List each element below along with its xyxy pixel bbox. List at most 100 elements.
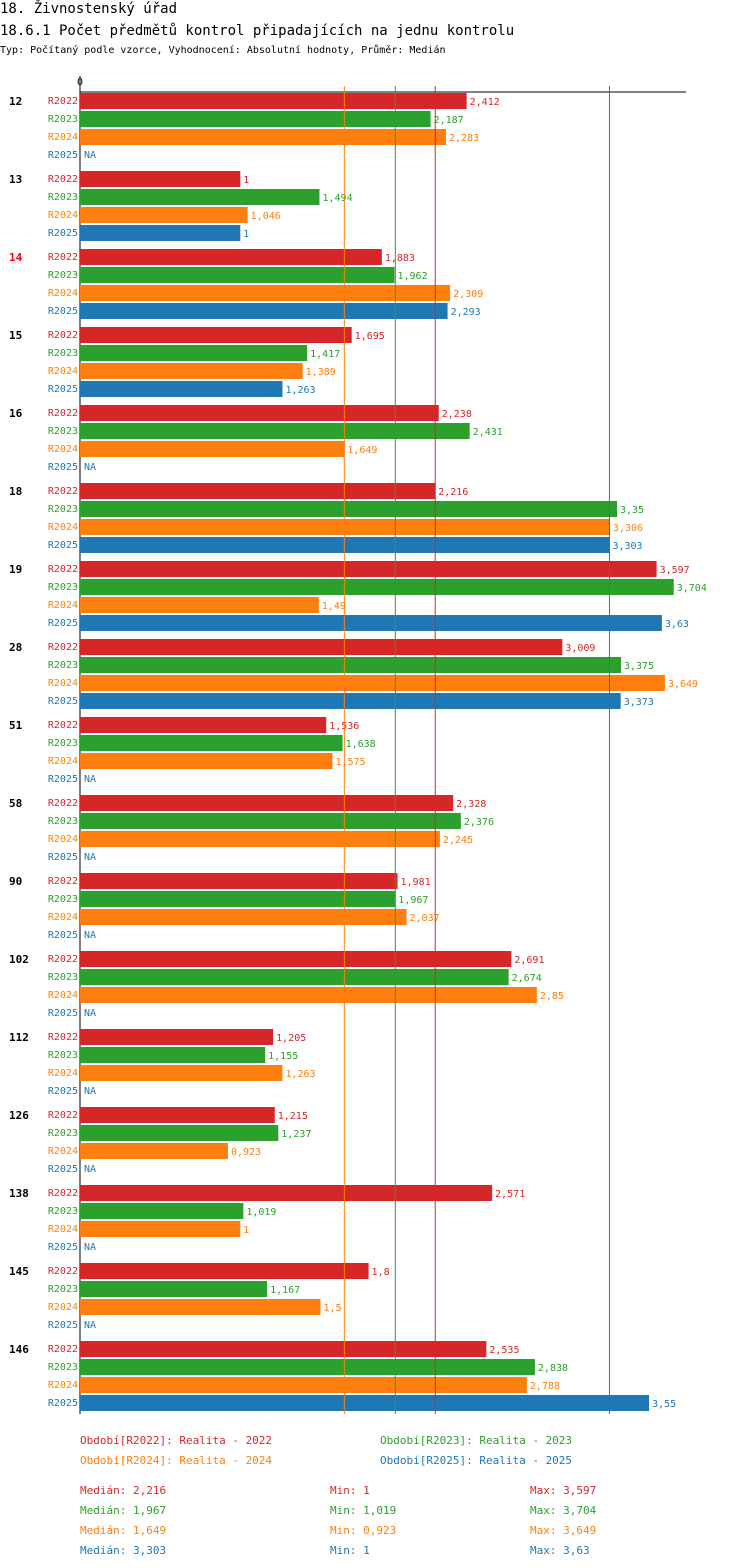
bar-chart: 012R20222,412R20232,187R20242,283R2025NA…	[9, 76, 707, 1414]
bar	[80, 615, 662, 631]
bar	[80, 327, 352, 343]
series-row-label: R2023	[48, 738, 78, 749]
bar-value-label: 1	[243, 229, 249, 240]
category-label: 145	[9, 1265, 29, 1278]
bar	[80, 951, 512, 967]
bar	[80, 501, 618, 517]
bar-value-label: 1,638	[346, 739, 376, 750]
bar-value-label: 1,155	[268, 1051, 298, 1062]
bar-value-label: 1,575	[335, 757, 365, 768]
series-row-label: R2025	[48, 1320, 78, 1331]
bar-na-label: NA	[84, 150, 96, 161]
category-label: 19	[9, 563, 22, 576]
bar-value-label: 2,216	[438, 487, 468, 498]
series-row-label: R2023	[48, 504, 78, 515]
series-row-label: R2023	[48, 1284, 78, 1295]
bar	[80, 405, 439, 421]
bar-value-label: 1	[243, 1225, 249, 1236]
chart-subtitle: 18.6.1 Počet předmětů kontrol připadajíc…	[0, 23, 515, 39]
category-label: 112	[9, 1031, 29, 1044]
bar-value-label: 1,494	[322, 193, 352, 204]
bar	[80, 1281, 268, 1297]
bar-value-label: 3,375	[624, 661, 654, 672]
series-row-label: R2024	[48, 834, 78, 845]
bar-value-label: 1,981	[401, 877, 431, 888]
series-row-label: R2023	[48, 816, 78, 827]
category-label: 138	[9, 1187, 29, 1200]
series-row-label: R2025	[48, 618, 78, 629]
series-row-label: R2025	[48, 696, 78, 707]
bar-value-label: 1,8	[372, 1267, 390, 1278]
bar	[80, 363, 303, 379]
bar	[80, 735, 343, 751]
category-label: 51	[9, 719, 23, 732]
series-row-label: R2022	[48, 564, 78, 575]
category-label: 16	[9, 407, 23, 420]
bar-value-label: 1,967	[398, 895, 428, 906]
bar	[80, 225, 241, 241]
series-row-label: R2022	[48, 1032, 78, 1043]
series-row-label: R2022	[48, 96, 78, 107]
bar-value-label: 1	[243, 175, 249, 186]
series-row-label: R2023	[48, 270, 78, 281]
bar	[80, 717, 327, 733]
series-row-label: R2024	[48, 1146, 78, 1157]
series-row-label: R2024	[48, 444, 78, 455]
bar	[80, 1143, 228, 1159]
category-label: 58	[9, 797, 22, 810]
bar	[80, 831, 440, 847]
bar-value-label: 2,838	[538, 1363, 568, 1374]
bar-value-label: 3,306	[613, 523, 643, 534]
bar-na-label: NA	[84, 774, 96, 785]
bar	[80, 873, 398, 889]
bar-value-label: 1,695	[355, 331, 385, 342]
series-row-label: R2025	[48, 930, 78, 941]
category-label: 90	[9, 875, 22, 888]
bar	[80, 1377, 527, 1393]
bar-value-label: 3,35	[620, 505, 644, 516]
bar	[80, 345, 308, 361]
legend-median-r2025: Medián: 3,303	[80, 1544, 167, 1557]
series-row-label: R2024	[48, 912, 78, 923]
category-label: 14	[9, 251, 23, 264]
bar-value-label: 0,923	[231, 1147, 261, 1158]
bar	[80, 909, 407, 925]
bar	[80, 1047, 266, 1063]
series-row-label: R2024	[48, 1068, 78, 1079]
series-row-label: R2025	[48, 228, 78, 239]
bar	[80, 111, 431, 127]
bar-value-label: 1,883	[385, 253, 415, 264]
series-row-label: R2025	[48, 540, 78, 551]
bar	[80, 1395, 650, 1411]
series-row-label: R2023	[48, 972, 78, 983]
bar	[80, 207, 248, 223]
bar-value-label: 2,431	[473, 427, 503, 438]
series-row-label: R2024	[48, 522, 78, 533]
bar	[80, 891, 396, 907]
bar	[80, 267, 395, 283]
legend-min-r2023: Min: 1,019	[330, 1504, 397, 1517]
bar-na-label: NA	[84, 852, 96, 863]
bar-value-label: 1,5	[323, 1303, 341, 1314]
bar	[80, 93, 467, 109]
series-row-label: R2025	[48, 306, 78, 317]
series-row-label: R2025	[48, 1398, 78, 1409]
series-row-label: R2025	[48, 852, 78, 863]
bar-value-label: 2,376	[464, 817, 494, 828]
bar-na-label: NA	[84, 1320, 96, 1331]
series-row-label: R2023	[48, 894, 78, 905]
bar-value-label: 1,649	[347, 445, 377, 456]
bar	[80, 1359, 535, 1375]
bar	[80, 1221, 241, 1237]
legend-median-r2022: Medián: 2,216	[80, 1484, 167, 1497]
bar-value-label: 2,238	[442, 409, 472, 420]
series-row-label: R2022	[48, 486, 78, 497]
bar-value-label: 2,309	[453, 289, 483, 300]
bar-value-label: 2,535	[489, 1345, 519, 1356]
series-row-label: R2022	[48, 642, 78, 653]
bar-value-label: 1,417	[310, 349, 340, 360]
bar-value-label: 3,597	[660, 565, 690, 576]
bar-value-label: 1,237	[281, 1129, 311, 1140]
series-row-label: R2025	[48, 462, 78, 473]
bar	[80, 441, 345, 457]
